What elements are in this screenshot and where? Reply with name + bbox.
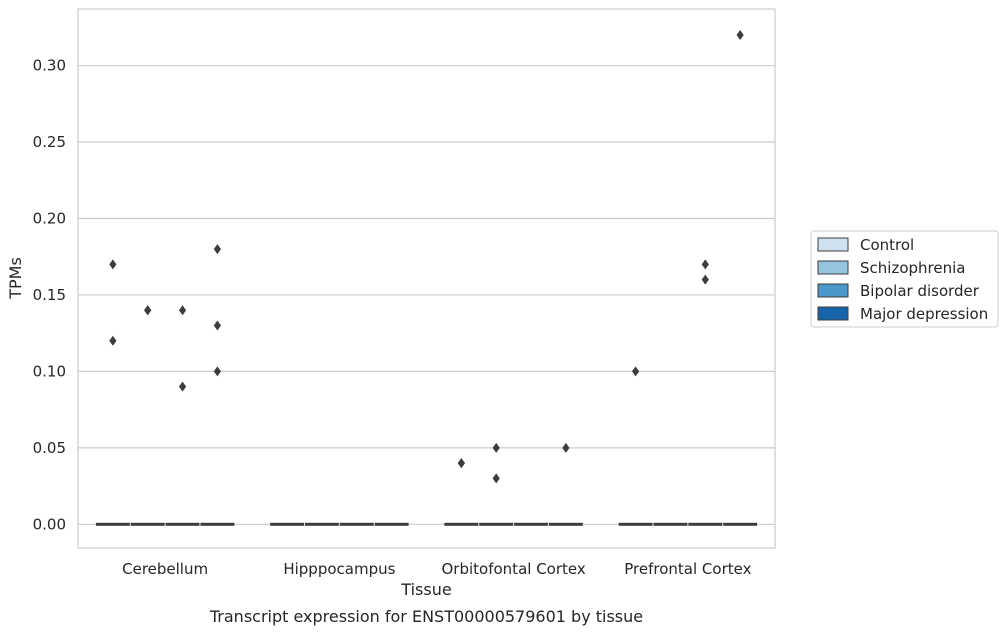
legend-swatch [817,306,849,321]
boxes [95,522,758,526]
outlier-point [178,305,187,316]
legend-swatch [817,237,849,252]
legend-frame [810,230,999,328]
y-tick-label: 0.25 [33,133,66,151]
legend-label: Control [860,236,914,254]
outlier-point [109,259,117,270]
x-tick-label: Orbitofontal Cortex [442,560,586,578]
outlier-point [632,366,640,377]
y-tick-label: 0.05 [33,439,66,457]
y-tick-label: 0.10 [33,362,66,380]
outlier-point [492,473,500,484]
plot-area-frame [77,8,776,549]
outlier-point [701,274,709,285]
outlier-point [109,335,117,346]
outlier-point [213,366,221,377]
outlier-point [144,305,152,316]
chart-caption: Transcript expression for ENST0000057960… [209,607,643,626]
outlier-point [492,442,500,453]
legend-swatch [817,283,849,298]
y-tick-label: 0.15 [33,286,66,304]
legend-label: Major depression [860,305,988,323]
grid [78,64,775,525]
y-tick-label: 0.00 [33,515,66,533]
legend-swatch [817,260,849,275]
legend-label: Schizophrenia [860,259,965,277]
outlier-point [457,458,465,469]
x-tick-label: Hipppocampus [283,560,395,578]
outlier-point [736,29,744,40]
legend: Control Schizophrenia Bipolar disorder Majo… [810,230,999,328]
y-tick-label: 0.30 [33,57,66,75]
y-tick-label: 0.20 [33,209,66,227]
outliers [109,29,744,484]
x-axis-ticks: Cerebellum Hipppocampus Orbitofontal Corte… [122,560,751,578]
outlier-point [178,381,187,392]
outlier-point [213,244,221,255]
y-axis-label: TPMs [6,257,25,300]
legend-label: Bipolar disorder [860,282,980,300]
x-tick-label: Cerebellum [122,560,208,578]
outlier-point [562,442,570,453]
y-axis-ticks: 0.00 0.05 0.10 0.15 0.20 0.25 0.30 [33,57,66,534]
outlier-point [701,259,709,270]
x-axis-label: Tissue [400,580,451,599]
x-tick-label: Prefrontal Cortex [624,560,751,578]
outlier-point [213,320,221,331]
